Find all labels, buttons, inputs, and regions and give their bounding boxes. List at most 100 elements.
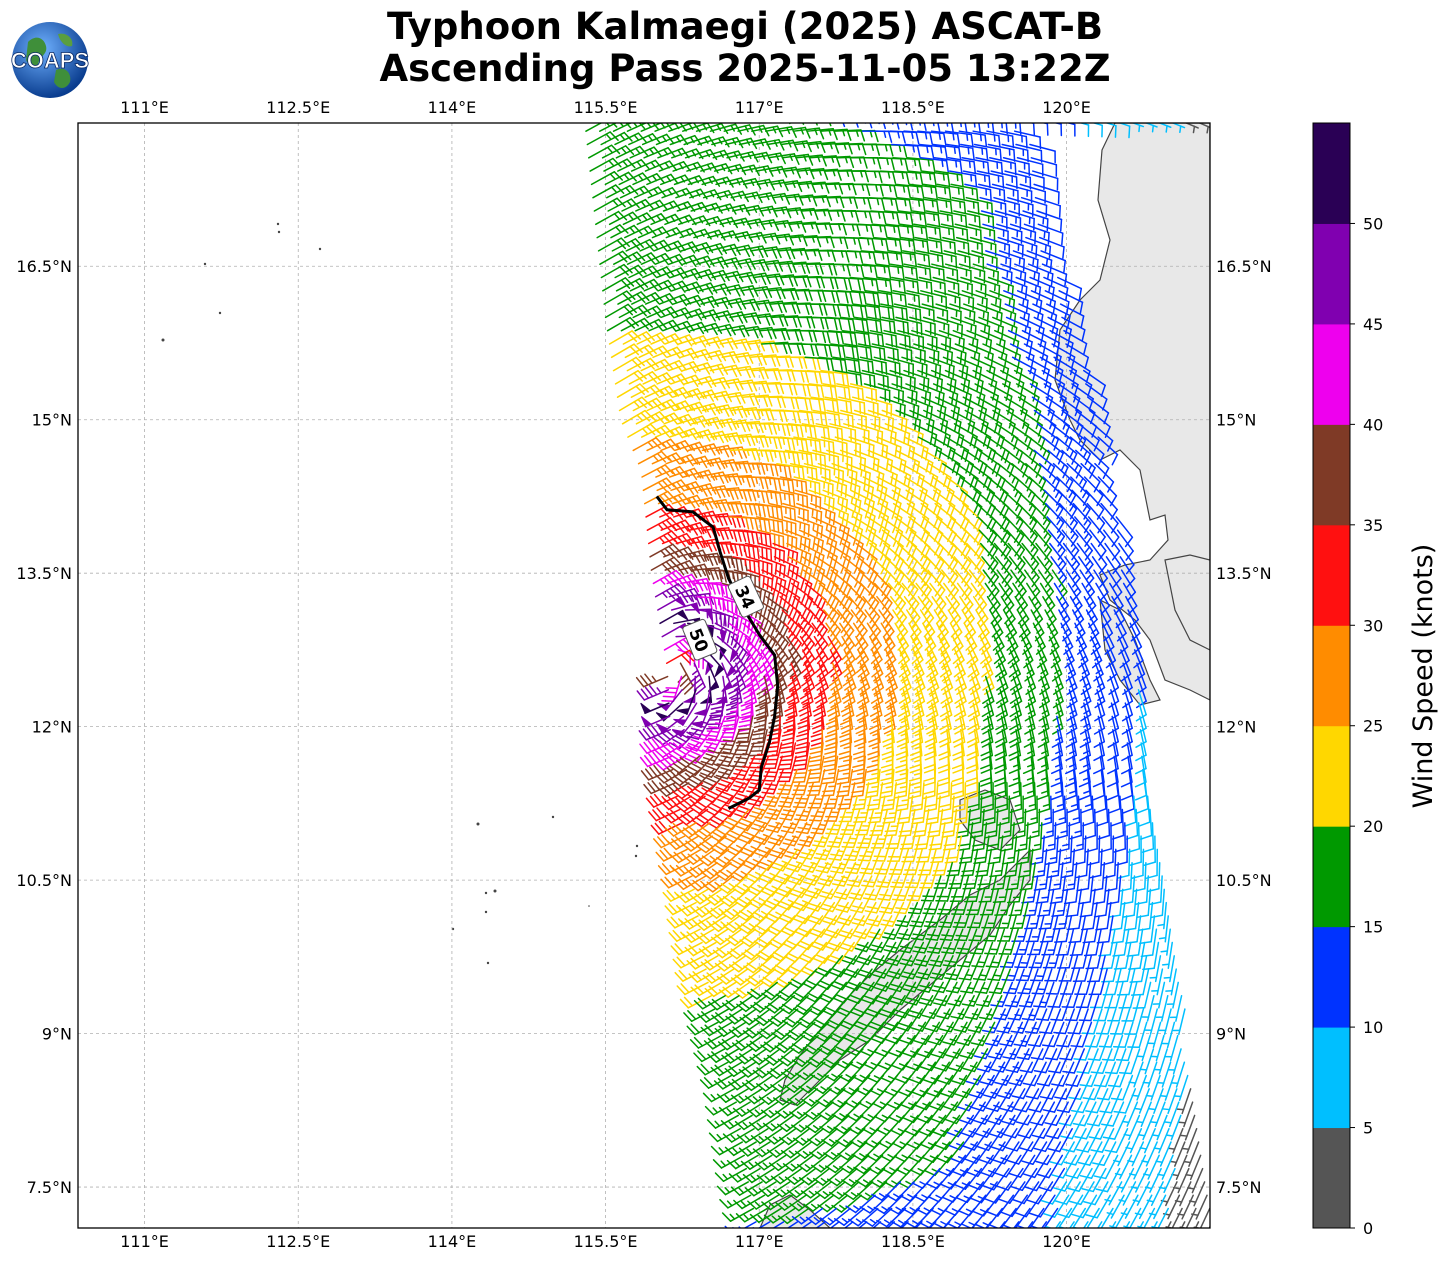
wind-barb xyxy=(600,263,633,279)
wind-barb xyxy=(842,123,846,128)
lon-tick-label: 115.5°E xyxy=(574,98,638,117)
lat-tick-label: 13.5°N xyxy=(1216,564,1272,583)
wind-barb xyxy=(1101,1235,1118,1257)
wind-barb xyxy=(792,262,824,275)
wind-barb xyxy=(624,225,657,239)
wind-barb xyxy=(629,278,663,292)
wind-barb xyxy=(975,157,1004,175)
wind-barb xyxy=(1091,123,1103,138)
colorbar-segment xyxy=(1313,625,1350,727)
chart-title: Typhoon Kalmaegi (2025) ASCAT-B Ascendin… xyxy=(200,6,1290,90)
wind-barb xyxy=(895,183,925,199)
colorbar: 0 5 10 15 20 25 30 35 40 45 50 xyxy=(1312,122,1383,1238)
wind-barb xyxy=(614,264,647,279)
lon-tick-label: 118.5°E xyxy=(881,98,945,117)
wind-barb xyxy=(961,157,990,175)
wind-barb xyxy=(1029,143,1056,164)
wind-barb xyxy=(1184,123,1199,134)
wind-barb xyxy=(932,123,941,132)
wind-barb xyxy=(619,185,653,199)
lon-tick-label: 114°E xyxy=(428,1232,477,1251)
wind-barb xyxy=(693,229,726,241)
wind-barb xyxy=(696,256,729,269)
wind-barb xyxy=(967,1235,994,1255)
wind-barb xyxy=(949,303,976,325)
wind-barb xyxy=(1015,276,1042,300)
wind-barb xyxy=(973,143,1002,162)
wind-barb xyxy=(937,196,967,215)
wind-barb xyxy=(925,210,954,228)
wind-barb xyxy=(697,136,730,148)
wind-barb xyxy=(700,296,733,310)
wind-barb xyxy=(987,276,1014,299)
wind-barb xyxy=(928,236,957,255)
wind-barb xyxy=(1022,210,1049,232)
wind-barb xyxy=(851,123,859,128)
colorbar-segment xyxy=(1313,524,1350,626)
wind-barb xyxy=(871,223,902,239)
wind-barb xyxy=(907,170,937,186)
wind-barb xyxy=(911,210,941,227)
wind-barb xyxy=(914,236,943,255)
wind-barb xyxy=(1026,250,1053,273)
wind-barb xyxy=(615,145,649,159)
wind-barb xyxy=(1029,276,1055,300)
wind-barb xyxy=(877,276,906,294)
wind-barb xyxy=(711,136,744,149)
wind-barb xyxy=(1131,123,1145,133)
wind-barb xyxy=(917,263,945,282)
wind-barb xyxy=(900,236,930,254)
wind-barb xyxy=(1033,183,1060,205)
lon-tick-label: 112.5°E xyxy=(266,1232,330,1251)
wind-barb xyxy=(628,265,661,279)
wind-barb xyxy=(1001,143,1029,163)
wind-barb xyxy=(893,170,924,186)
wind-barb xyxy=(975,290,1002,312)
wind-barb xyxy=(918,143,948,160)
wind-barb xyxy=(618,172,651,186)
wind-barb xyxy=(850,290,881,306)
colorbar-tick-label: 25 xyxy=(1363,717,1383,736)
wind-barb xyxy=(1011,236,1038,259)
wind-barb xyxy=(625,238,658,252)
lat-tick-label: 7.5°N xyxy=(27,1178,72,1197)
colorbar-segment xyxy=(1313,223,1350,325)
wind-barb xyxy=(866,303,895,321)
wind-barb xyxy=(837,290,867,305)
wind-barb xyxy=(861,263,892,279)
wind-barb xyxy=(933,157,963,174)
wind-barb xyxy=(1000,130,1028,149)
wind-barb xyxy=(1027,263,1054,286)
lat-tick-label: 13.5°N xyxy=(16,564,72,583)
wind-barb xyxy=(884,210,914,226)
lon-tick-label: 115.5°E xyxy=(574,1232,638,1251)
wind-barb xyxy=(903,130,933,145)
wind-barb xyxy=(622,212,656,226)
wind-barb xyxy=(946,123,954,133)
small-islands xyxy=(161,222,639,965)
lat-tick-label: 15°N xyxy=(1216,411,1256,430)
colorbar-tick-label: 5 xyxy=(1363,1119,1373,1138)
wind-barb xyxy=(1025,236,1052,259)
wind-barb xyxy=(607,198,640,212)
wind-barb xyxy=(958,130,988,148)
wind-barb xyxy=(924,196,953,214)
wind-barb xyxy=(948,170,978,188)
lon-tick-label: 114°E xyxy=(428,98,477,117)
wind-barb xyxy=(860,250,891,266)
wind-barb xyxy=(863,276,893,293)
wind-barb xyxy=(918,276,947,296)
wind-barb xyxy=(897,210,927,227)
wind-barb xyxy=(917,130,947,146)
wind-barb xyxy=(1036,210,1063,232)
wind-barb xyxy=(1014,263,1040,286)
wind-barb xyxy=(704,203,737,215)
wind-barb xyxy=(1157,1235,1173,1258)
lon-tick-label: 112.5°E xyxy=(266,98,330,117)
wind-barbs xyxy=(585,123,1210,1258)
wind-barb xyxy=(698,283,732,296)
wind-barb xyxy=(848,263,878,279)
title-line-1: Typhoon Kalmaegi (2025) ASCAT-B xyxy=(386,5,1104,48)
wind-barb xyxy=(602,277,635,292)
wind-barb xyxy=(603,290,636,305)
